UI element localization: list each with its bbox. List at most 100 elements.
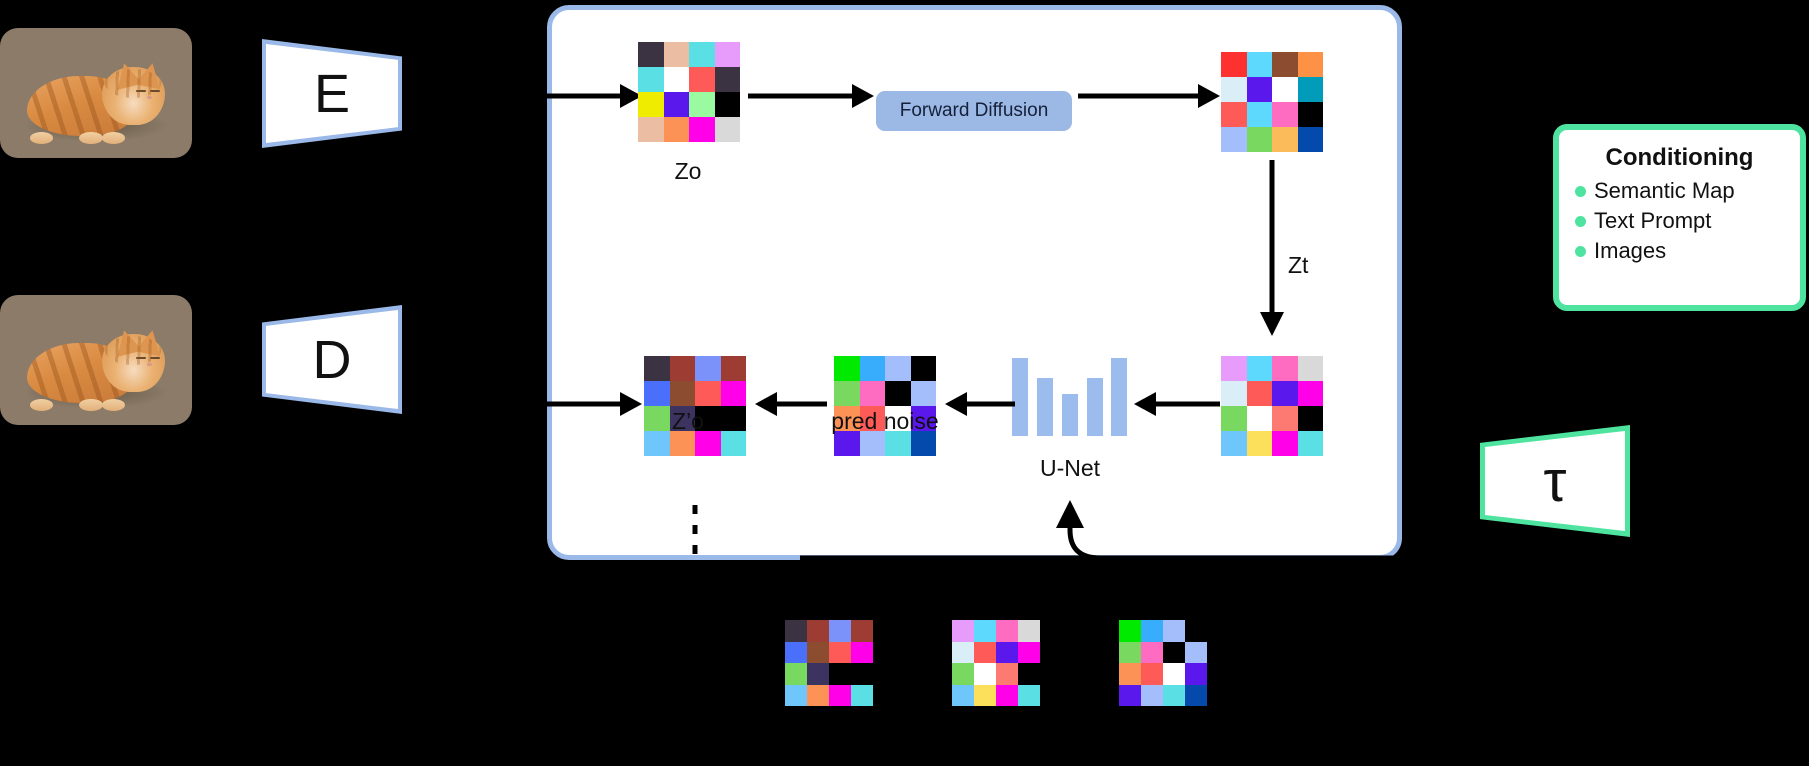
latent-cell xyxy=(1246,381,1272,406)
latent-cell xyxy=(996,641,1018,663)
label-zt: Zt xyxy=(1288,252,1309,278)
bullet-icon xyxy=(1575,245,1586,257)
latent-cell xyxy=(952,620,974,642)
label-z-prime-0: Z’o xyxy=(672,408,704,434)
latent-cell xyxy=(829,684,851,706)
input-image xyxy=(0,28,192,158)
latent-cell xyxy=(1141,663,1163,685)
latent-cell xyxy=(807,684,829,706)
latent-cell xyxy=(785,663,807,685)
latent-cell xyxy=(720,356,746,381)
latent-cell xyxy=(1297,381,1323,406)
latent-cell xyxy=(974,663,996,685)
encoder-fill xyxy=(266,44,398,143)
latent-cell xyxy=(1119,663,1141,685)
arrow-feedback-loop-to-unet xyxy=(800,500,1460,561)
latent-cell xyxy=(1221,431,1247,456)
latent-cell xyxy=(1163,620,1185,642)
latent-grid-z0 xyxy=(638,42,740,142)
latent-cell xyxy=(644,406,670,431)
latent-grid-sample-3 xyxy=(1119,620,1207,706)
latent-cell xyxy=(1221,406,1247,431)
conditioning-item-text-prompt: Text Prompt xyxy=(1575,208,1784,234)
latent-cell xyxy=(1297,102,1323,127)
bullet-icon xyxy=(1575,215,1586,227)
arrow-zt-down xyxy=(1260,160,1284,336)
latent-cell xyxy=(669,431,695,456)
latent-cell xyxy=(859,381,885,406)
latent-cell xyxy=(1246,406,1272,431)
latent-cell xyxy=(885,431,911,456)
decoder-block: D xyxy=(262,305,402,414)
latent-cell xyxy=(785,641,807,663)
latent-cell xyxy=(644,431,670,456)
latent-cell xyxy=(1221,52,1247,77)
conditioning-item-semantic-map: Semantic Map xyxy=(1575,178,1784,204)
latent-cell xyxy=(1246,356,1272,381)
latent-grid-zt-bottom xyxy=(1221,356,1323,456)
latent-cell xyxy=(829,641,851,663)
latent-cell xyxy=(1297,127,1323,152)
unet-bar xyxy=(1012,358,1028,436)
latent-cell xyxy=(695,431,721,456)
conditioning-title: Conditioning xyxy=(1605,144,1754,171)
latent-cell xyxy=(834,406,860,431)
encoder-block: E xyxy=(262,39,402,148)
latent-grid-sample-2 xyxy=(952,620,1040,706)
latent-cell xyxy=(829,663,851,685)
latent-cell xyxy=(1246,52,1272,77)
latent-cell xyxy=(851,641,873,663)
latent-cell xyxy=(785,684,807,706)
latent-grid-sample-1 xyxy=(785,620,873,706)
latent-cell xyxy=(851,684,873,706)
latent-cell xyxy=(1272,77,1298,102)
latent-cell xyxy=(1185,620,1207,642)
conditioning-box: Conditioning Semantic Map Text Prompt Im… xyxy=(1553,124,1806,311)
cat-illustration xyxy=(26,327,166,411)
arrow-unet-to-pred-noise xyxy=(945,392,1015,416)
latent-cell xyxy=(669,406,695,431)
unet-bar xyxy=(1087,378,1103,436)
latent-cell xyxy=(720,406,746,431)
latent-cell xyxy=(1272,356,1298,381)
decoder-fill xyxy=(266,310,398,409)
latent-cell xyxy=(1297,356,1323,381)
latent-cell xyxy=(1272,381,1298,406)
latent-cell xyxy=(1246,431,1272,456)
latent-cell xyxy=(996,684,1018,706)
latent-cell xyxy=(1221,102,1247,127)
arrow-pred-noise-to-z-prime xyxy=(755,392,827,416)
latent-grid-z-prime-0 xyxy=(644,356,746,456)
latent-cell xyxy=(910,356,936,381)
latent-grid-zt-top xyxy=(1221,52,1323,152)
latent-cell xyxy=(885,356,911,381)
latent-cell xyxy=(910,381,936,406)
latent-cell xyxy=(695,381,721,406)
latent-cell xyxy=(859,356,885,381)
latent-cell xyxy=(1018,641,1040,663)
latent-cell xyxy=(638,67,664,92)
latent-cell xyxy=(1246,127,1272,152)
latent-cell xyxy=(910,431,936,456)
latent-cell xyxy=(1018,663,1040,685)
arrow-zt-to-unet xyxy=(1134,392,1220,416)
latent-cell xyxy=(952,684,974,706)
latent-grid-pred-noise xyxy=(834,356,936,456)
latent-cell xyxy=(1221,356,1247,381)
latent-cell xyxy=(714,117,740,142)
latent-cell xyxy=(720,381,746,406)
encoder-label: E xyxy=(313,63,351,124)
latent-cell xyxy=(1272,52,1298,77)
conditioning-item-label: Images xyxy=(1594,238,1667,263)
latent-cell xyxy=(996,620,1018,642)
unet-bar xyxy=(1062,394,1078,436)
conditioning-item-label: Semantic Map xyxy=(1594,178,1735,203)
latent-cell xyxy=(1246,77,1272,102)
latent-cell xyxy=(1119,684,1141,706)
label-z0: Zo xyxy=(674,158,702,184)
latent-cell xyxy=(1141,620,1163,642)
latent-cell xyxy=(1018,620,1040,642)
latent-cell xyxy=(1141,684,1163,706)
latent-cell xyxy=(834,431,860,456)
latent-cell xyxy=(663,92,689,117)
